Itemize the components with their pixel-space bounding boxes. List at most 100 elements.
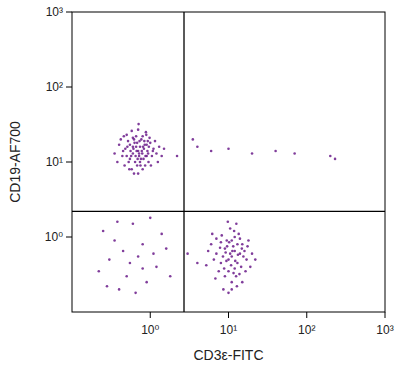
event-dot [223,267,226,270]
event-dot [142,158,145,161]
event-dot [238,273,241,276]
points [97,123,336,294]
event-dot [230,288,233,291]
event-dot [118,143,121,146]
event-dot [246,245,249,248]
event-dot [293,152,296,155]
gate-line-vertical [183,12,184,312]
event-dot [130,130,133,133]
event-dot [217,270,220,273]
event-dot [235,222,238,225]
x-tick [150,312,151,318]
event-dot [138,155,141,158]
event-dot [155,266,158,269]
event-dot [214,277,217,280]
event-dot [210,150,213,153]
event-dot [232,272,235,275]
event-dot [127,161,130,164]
event-dot [243,250,246,253]
event-dot [196,145,199,148]
event-dot [129,143,132,146]
event-dot [196,262,199,265]
event-dot [237,233,240,236]
x-tick [228,312,229,318]
event-dot [132,222,135,225]
x-tick-label: 10² [298,323,315,337]
event-dot [116,161,119,164]
event-dot [130,168,133,171]
event-dot [213,258,216,261]
event-dot [141,168,144,171]
event-dot [139,145,142,148]
event-dot [138,152,141,155]
event-dot [226,245,229,248]
x-tick [306,312,307,318]
event-dot [108,258,111,261]
event-dot [125,155,128,158]
event-dot [113,239,116,242]
event-dot [147,161,150,164]
event-dot [224,251,227,254]
event-dot [233,230,236,233]
event-dot [128,168,131,171]
event-dot [230,281,233,284]
event-dot [158,145,161,148]
event-dot [192,138,195,141]
event-dot [146,140,149,143]
event-dot [233,236,236,239]
event-dot [242,255,245,258]
event-dot [125,275,128,278]
event-dot [141,267,144,270]
event-dot [210,243,213,246]
event-dot [239,237,242,240]
event-dot [251,152,254,155]
event-dot [146,150,149,153]
event-dot [150,164,153,167]
event-dot [224,247,227,250]
event-dot [231,250,234,253]
event-dot [220,234,223,237]
event-dot [122,250,125,253]
event-dot [169,275,172,278]
event-dot [215,252,218,255]
event-dot [152,147,155,150]
event-dot [143,140,146,143]
event-dot [157,161,160,164]
event-dot [222,255,225,258]
event-dot [274,150,277,153]
event-dot [125,134,128,137]
event-dot [134,161,137,164]
event-dot [152,252,155,255]
event-dot [165,247,168,250]
event-dot [141,152,144,155]
event-dot [251,252,254,255]
event-dot [129,262,132,265]
event-dot [140,158,143,161]
event-dot [176,155,179,158]
event-dot [222,288,225,291]
event-dot [132,152,135,155]
event-dot [160,155,163,158]
event-dot [155,152,158,155]
event-dot [113,152,116,155]
event-dot [130,155,133,158]
event-dot [211,233,214,236]
event-dot [136,142,139,145]
event-dot [225,239,228,242]
event-dot [144,155,147,158]
event-dot [236,285,239,288]
y-tick [66,87,72,88]
y-tick [66,162,72,163]
event-dot [241,243,244,246]
event-dot [147,152,150,155]
event-dot [119,138,122,141]
event-dot [230,264,233,267]
y-tick-label: 10² [46,80,63,94]
event-dot [215,237,218,240]
event-dot [229,252,232,255]
event-dot [186,252,189,255]
event-dot [127,140,130,143]
event-dot [233,267,236,270]
event-dot [145,143,148,146]
event-dot [249,266,252,269]
